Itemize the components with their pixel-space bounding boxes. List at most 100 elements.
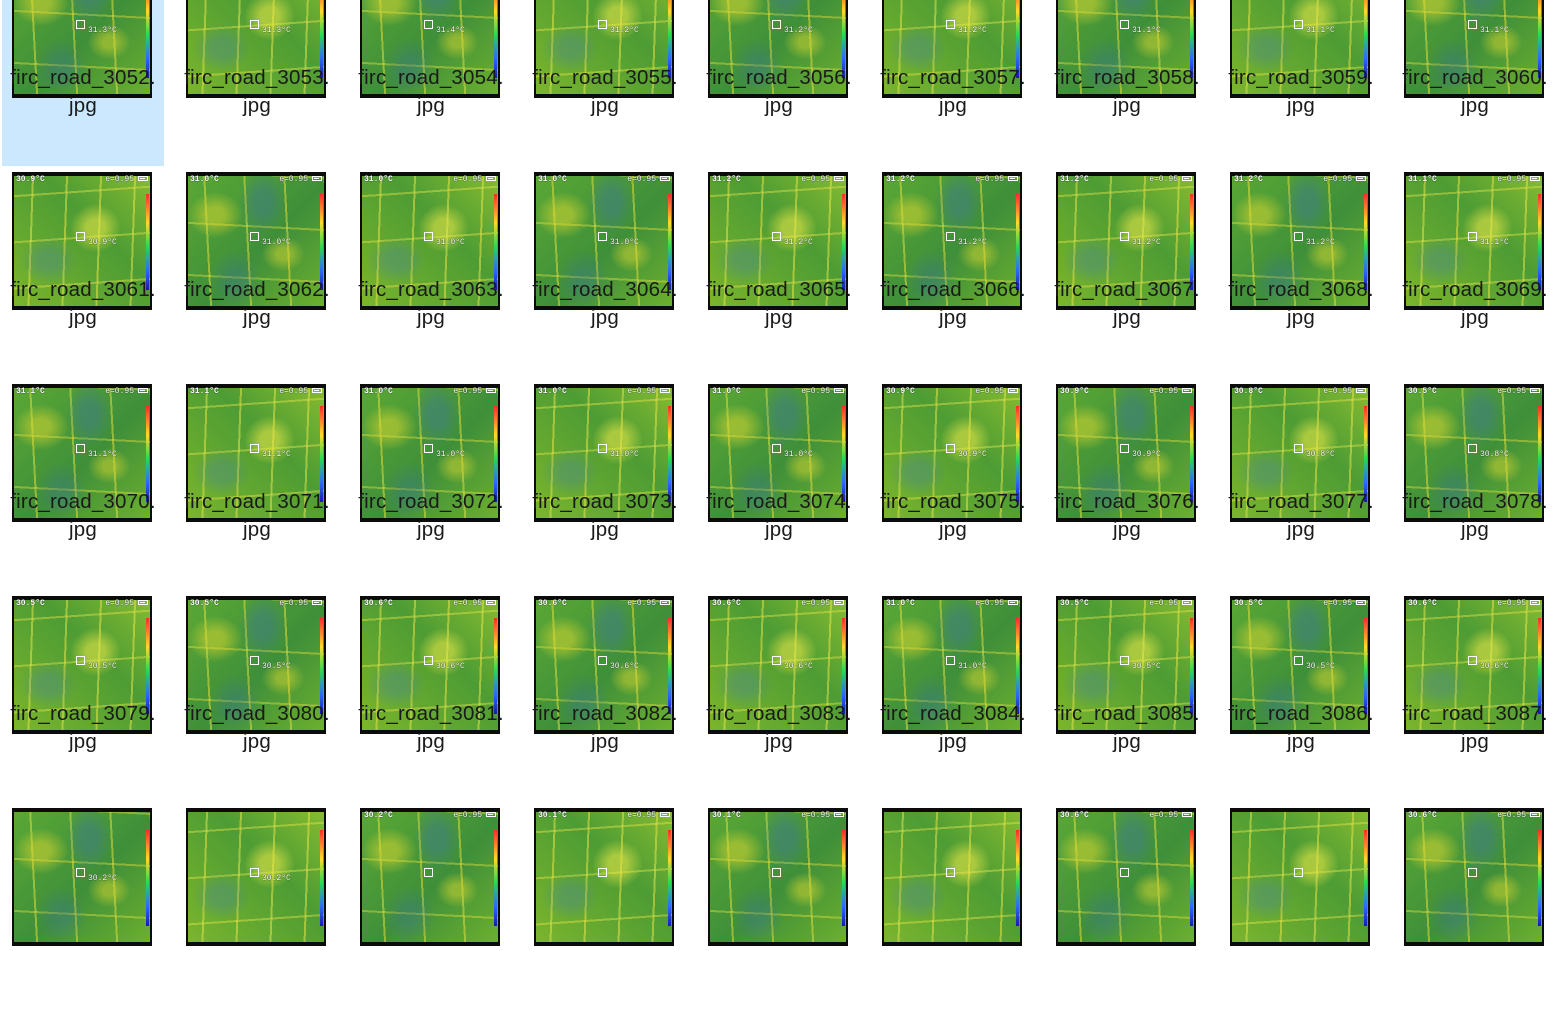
thermal-image-thumbnail[interactable] — [1230, 808, 1370, 946]
thermal-image-thumbnail[interactable]: 30.8°C e=0.95 30.8°C — [1230, 384, 1370, 522]
file-item[interactable]: 30.9°C e=0.95 30.9°C firc_road_3061. jpg — [2, 172, 164, 378]
file-item[interactable]: 30.6°C e=0.95 30.6°C firc_road_3087. jpg — [1394, 596, 1556, 802]
file-name[interactable]: firc_road_3081. jpg — [350, 700, 512, 756]
thermal-image-thumbnail[interactable]: 30.1°C e=0.95 — [708, 808, 848, 946]
file-item[interactable]: 31.0°C e=0.95 31.0°C firc_road_3073. jpg — [524, 384, 686, 590]
file-name[interactable]: firc_road_3087. jpg — [1394, 700, 1556, 756]
thermal-image-thumbnail[interactable]: 31.0°C e=0.95 31.0°C — [882, 596, 1022, 734]
file-item[interactable]: 30.1°C e=0.95 — [524, 808, 686, 1014]
thermal-image-thumbnail[interactable]: 31.3°C — [186, 0, 326, 98]
file-item[interactable]: 31.1°C firc_road_3059. jpg — [1220, 0, 1382, 166]
file-item[interactable]: 31.0°C e=0.95 31.0°C firc_road_3074. jpg — [698, 384, 860, 590]
thermal-image-thumbnail[interactable]: 30.2°C — [186, 808, 326, 946]
file-item[interactable]: 30.1°C e=0.95 — [698, 808, 860, 1014]
file-name[interactable]: firc_road_3058. jpg — [1046, 64, 1208, 120]
file-name[interactable]: firc_road_3062. jpg — [176, 276, 338, 332]
thermal-image-thumbnail[interactable]: 31.1°C e=0.95 31.1°C — [186, 384, 326, 522]
thermal-image-thumbnail[interactable]: 31.1°C — [1056, 0, 1196, 98]
file-item[interactable]: 30.8°C e=0.95 30.8°C firc_road_3077. jpg — [1220, 384, 1382, 590]
file-item[interactable]: 30.5°C e=0.95 30.5°C firc_road_3080. jpg — [176, 596, 338, 802]
file-item[interactable]: 30.5°C e=0.95 30.5°C firc_road_3085. jpg — [1046, 596, 1208, 802]
file-item[interactable]: 31.3°C firc_road_3053. jpg — [176, 0, 338, 166]
file-item[interactable]: 30.5°C e=0.95 30.5°C firc_road_3086. jpg — [1220, 596, 1382, 802]
file-name[interactable]: firc_road_3055. jpg — [524, 64, 686, 120]
file-item[interactable]: 31.0°C e=0.95 31.0°C firc_road_3063. jpg — [350, 172, 512, 378]
file-item[interactable]: 31.2°C firc_road_3055. jpg — [524, 0, 686, 166]
file-item[interactable]: 31.2°C e=0.95 31.2°C firc_road_3068. jpg — [1220, 172, 1382, 378]
file-item[interactable]: 30.2°C e=0.95 — [350, 808, 512, 1014]
file-name[interactable]: firc_road_3054. jpg — [350, 64, 512, 120]
thermal-image-thumbnail[interactable]: 31.4°C — [360, 0, 500, 98]
file-name[interactable]: firc_road_3072. jpg — [350, 488, 512, 544]
file-name[interactable]: firc_road_3086. jpg — [1220, 700, 1382, 756]
file-item[interactable]: 30.9°C e=0.95 30.9°C firc_road_3076. jpg — [1046, 384, 1208, 590]
thermal-image-thumbnail[interactable]: 30.6°C e=0.95 30.6°C — [1404, 596, 1544, 734]
file-item[interactable]: 31.2°C e=0.95 31.2°C firc_road_3065. jpg — [698, 172, 860, 378]
file-item[interactable]: 30.6°C e=0.95 — [1394, 808, 1556, 1014]
file-name[interactable]: firc_road_3065. jpg — [698, 276, 860, 332]
file-name[interactable]: firc_road_3074. jpg — [698, 488, 860, 544]
thermal-image-thumbnail[interactable]: 30.5°C e=0.95 30.5°C — [1230, 596, 1370, 734]
file-item[interactable]: 31.2°C firc_road_3056. jpg — [698, 0, 860, 166]
file-name[interactable]: firc_road_3063. jpg — [350, 276, 512, 332]
thermal-image-thumbnail[interactable]: 31.1°C e=0.95 31.1°C — [12, 384, 152, 522]
file-name[interactable]: firc_road_3069. jpg — [1394, 276, 1556, 332]
file-item[interactable]: 31.1°C firc_road_3060. jpg — [1394, 0, 1556, 166]
thermal-image-thumbnail[interactable] — [882, 808, 1022, 946]
thermal-image-thumbnail[interactable]: 30.5°C e=0.95 30.5°C — [1056, 596, 1196, 734]
file-item[interactable]: 30.5°C e=0.95 30.8°C firc_road_3078. jpg — [1394, 384, 1556, 590]
file-item[interactable]: 30.5°C e=0.95 30.5°C firc_road_3079. jpg — [2, 596, 164, 802]
file-item[interactable]: 30.6°C e=0.95 — [1046, 808, 1208, 1014]
thermal-image-thumbnail[interactable]: 31.0°C e=0.95 31.0°C — [360, 172, 500, 310]
file-item[interactable]: 31.1°C e=0.95 31.1°C firc_road_3069. jpg — [1394, 172, 1556, 378]
thermal-image-thumbnail[interactable]: 31.0°C e=0.95 31.0°C — [186, 172, 326, 310]
file-name[interactable]: firc_road_3057. jpg — [872, 64, 1034, 120]
thermal-image-thumbnail[interactable]: 30.1°C e=0.95 — [534, 808, 674, 946]
file-name[interactable]: firc_road_3056. jpg — [698, 64, 860, 120]
file-item[interactable]: 30.2°C — [176, 808, 338, 1014]
file-name[interactable]: firc_road_3053. jpg — [176, 64, 338, 120]
thermal-image-thumbnail[interactable]: 31.0°C e=0.95 31.0°C — [360, 384, 500, 522]
file-name[interactable]: firc_road_3083. jpg — [698, 700, 860, 756]
file-name[interactable]: firc_road_3076. jpg — [1046, 488, 1208, 544]
thermal-image-thumbnail[interactable]: 30.6°C e=0.95 30.6°C — [534, 596, 674, 734]
file-name[interactable]: firc_road_3075. jpg — [872, 488, 1034, 544]
thermal-image-thumbnail[interactable]: 31.0°C e=0.95 31.0°C — [708, 384, 848, 522]
file-name[interactable]: firc_road_3052. jpg — [2, 64, 164, 120]
thermal-image-thumbnail[interactable]: 30.5°C e=0.95 30.8°C — [1404, 384, 1544, 522]
thermal-image-thumbnail[interactable]: 30.5°C e=0.95 30.5°C — [12, 596, 152, 734]
file-item[interactable]: 30.6°C e=0.95 30.6°C firc_road_3081. jpg — [350, 596, 512, 802]
file-name[interactable]: firc_road_3077. jpg — [1220, 488, 1382, 544]
file-name[interactable]: firc_road_3073. jpg — [524, 488, 686, 544]
thermal-image-thumbnail[interactable]: 30.2°C — [12, 808, 152, 946]
file-name[interactable]: firc_road_3064. jpg — [524, 276, 686, 332]
file-item[interactable] — [1220, 808, 1382, 1014]
thermal-image-thumbnail[interactable]: 31.2°C — [534, 0, 674, 98]
file-item[interactable]: 31.0°C e=0.95 31.0°C firc_road_3062. jpg — [176, 172, 338, 378]
file-item[interactable]: 31.1°C e=0.95 31.1°C firc_road_3071. jpg — [176, 384, 338, 590]
thermal-image-thumbnail[interactable]: 31.0°C e=0.95 31.0°C — [534, 172, 674, 310]
thermal-image-thumbnail[interactable]: 31.2°C — [708, 0, 848, 98]
file-item[interactable]: 31.0°C e=0.95 31.0°C firc_road_3064. jpg — [524, 172, 686, 378]
file-name[interactable]: firc_road_3060. jpg — [1394, 64, 1556, 120]
file-name[interactable]: firc_road_3066. jpg — [872, 276, 1034, 332]
file-item[interactable]: 30.9°C e=0.95 30.9°C firc_road_3075. jpg — [872, 384, 1034, 590]
thermal-image-thumbnail[interactable]: 31.1°C — [1230, 0, 1370, 98]
file-name[interactable]: firc_road_3059. jpg — [1220, 64, 1382, 120]
thermal-image-thumbnail[interactable]: 30.9°C e=0.95 30.9°C — [1056, 384, 1196, 522]
file-item[interactable]: 31.1°C e=0.95 31.1°C firc_road_3070. jpg — [2, 384, 164, 590]
file-item[interactable]: 31.0°C e=0.95 31.0°C firc_road_3072. jpg — [350, 384, 512, 590]
file-item[interactable]: 31.2°C e=0.95 31.2°C firc_road_3066. jpg — [872, 172, 1034, 378]
thermal-image-thumbnail[interactable]: 30.9°C e=0.95 30.9°C — [882, 384, 1022, 522]
file-name[interactable]: firc_road_3078. jpg — [1394, 488, 1556, 544]
thermal-image-thumbnail[interactable]: 30.6°C e=0.95 30.6°C — [360, 596, 500, 734]
file-name[interactable]: firc_road_3061. jpg — [2, 276, 164, 332]
